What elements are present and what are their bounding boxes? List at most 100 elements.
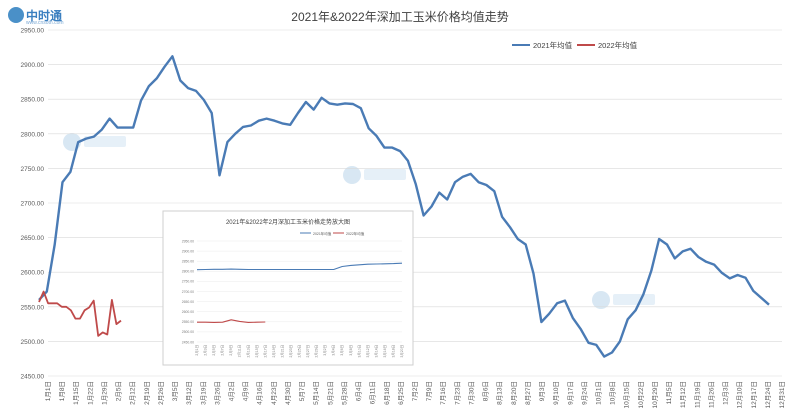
legend: 2021年均值 2022年均值 <box>512 40 638 50</box>
x-tick-label: 12月3日 <box>722 381 730 405</box>
x-tick-label: 1月1日 <box>44 381 52 401</box>
inset-x-tick-label: 3月2日 <box>323 345 327 356</box>
x-tick-label: 1月22日 <box>86 381 94 405</box>
inset-x-tick-label: 3月14日 <box>374 345 378 357</box>
x-tick-label: 11月5日 <box>665 381 673 404</box>
x-tick-label: 6月18日 <box>383 381 391 405</box>
inset-x-tick-label: 2月19日 <box>272 345 276 357</box>
x-tick-label: 12月10日 <box>736 381 744 408</box>
inset-x-axis-ticks: 2月1日 2月3日 2月5日 2月7日 2月9日 2月11日 2月13日 2月15日 2月17日… <box>195 345 404 357</box>
x-tick-label: 2月12日 <box>129 381 137 405</box>
brand-mark-icon <box>8 7 24 23</box>
x-tick-label: 4月23日 <box>270 381 278 405</box>
inset-x-tick-label: 3月10日 <box>357 345 361 357</box>
legend-label-2021: 2021年均值 <box>533 40 573 50</box>
inset-legend-label-2022: 2022年均值 <box>346 231 365 236</box>
series-line-2022 <box>38 290 122 337</box>
inset-x-tick-label: 2月1日 <box>195 345 199 356</box>
x-tick-label: 6月25日 <box>397 381 405 405</box>
x-tick-label: 3月5日 <box>171 381 179 401</box>
x-tick-label: 1月8日 <box>58 381 66 401</box>
series-lines <box>38 55 770 358</box>
x-tick-label: 2月5日 <box>115 381 123 401</box>
inset-legend-label-2021: 2021年均值 <box>313 231 332 236</box>
inset-x-tick-label: 2月9日 <box>229 345 233 356</box>
x-tick-label: 10月29日 <box>651 381 659 408</box>
y-tick-label: 2800.00 <box>21 131 45 138</box>
inset-series-lines <box>196 262 403 323</box>
x-tick-label: 11月12日 <box>679 381 687 408</box>
y-tick-label: 2750.00 <box>21 166 45 173</box>
watermark-mark-icon <box>343 166 361 184</box>
y-tick-label: 2950.00 <box>21 28 45 35</box>
x-tick-label: 9月3日 <box>538 381 546 401</box>
inset-y-tick-label: 2900.00 <box>182 249 194 253</box>
x-tick-label: 10月15日 <box>623 381 631 408</box>
brand-logo: 中时通 www.cnsotn.com <box>8 7 66 26</box>
x-tick-label: 3月19日 <box>199 381 207 405</box>
y-tick-label: 2850.00 <box>21 97 45 104</box>
x-tick-label: 5月28日 <box>340 381 348 405</box>
x-tick-label: 8月27日 <box>524 381 532 405</box>
x-tick-label: 8月6日 <box>482 381 490 401</box>
inset-series-line-2022 <box>197 319 266 323</box>
x-tick-label: 4月9日 <box>242 381 250 401</box>
inset-x-tick-label: 3月8日 <box>349 345 353 356</box>
inset-x-tick-label: 2月15日 <box>255 345 259 357</box>
inset-frame <box>162 210 414 366</box>
inset-x-tick-label: 2月11日 <box>238 345 242 357</box>
x-tick-label: 5月14日 <box>312 381 320 405</box>
y-tick-label: 2900.00 <box>21 62 45 69</box>
inset-x-tick-label: 2月27日 <box>306 345 310 357</box>
inset-x-tick-label: 2月21日 <box>280 345 284 357</box>
x-axis-ticks: 1月1日 1月8日 1月15日 1月22日 1月29日 2月5日 2月12日 2月19日 2月2… <box>44 381 786 408</box>
x-tick-label: 8月20日 <box>510 381 518 405</box>
inset-x-tick-label: 3月6日 <box>340 345 344 356</box>
legend-label-2022: 2022年均值 <box>598 40 638 50</box>
y-tick-label: 2500.00 <box>21 339 45 346</box>
inset-y-tick-label: 2650.00 <box>182 300 194 304</box>
x-tick-label: 6月11日 <box>369 381 377 404</box>
inset-y-tick-label: 2600.00 <box>182 310 194 314</box>
inset-x-tick-label: 3月20日 <box>400 345 404 357</box>
inset-y-tick-label: 2500.00 <box>182 330 194 334</box>
x-tick-label: 6月4日 <box>355 381 363 401</box>
grid-lines <box>48 29 782 377</box>
series-line-2021 <box>38 55 770 358</box>
x-tick-label: 12月31日 <box>778 381 786 408</box>
x-tick-label: 10月1日 <box>595 381 603 405</box>
inset-y-tick-label: 2950.00 <box>182 239 194 243</box>
inset-y-tick-label: 2450.00 <box>182 340 194 344</box>
x-tick-label: 8月13日 <box>496 381 504 405</box>
inset-title: 2021年&2022年2月深加工玉米价格走势放大图 <box>226 218 350 226</box>
inset-x-tick-label: 2月29日 <box>315 345 319 357</box>
inset-grid-lines <box>197 240 402 343</box>
inset-x-tick-label: 2月13日 <box>246 345 250 357</box>
inset-x-tick-label: 2月3日 <box>204 345 208 356</box>
inset-chart: 2021年&2022年2月深加工玉米价格走势放大图 2021年均值 2022年均… <box>162 210 414 366</box>
inset-y-axis-ticks: 2950.00 2900.00 2850.00 2800.00 2750.00 2700.… <box>182 239 194 344</box>
x-tick-label: 7月9日 <box>425 381 433 401</box>
inset-y-tick-label: 2850.00 <box>182 260 194 264</box>
x-tick-label: 3月12日 <box>185 381 193 405</box>
inset-x-tick-label: 2月25日 <box>298 345 302 357</box>
x-tick-label: 2月26日 <box>157 381 165 405</box>
inset-x-tick-label: 2月5日 <box>212 345 216 356</box>
x-tick-label: 9月10日 <box>552 381 560 405</box>
inset-series-line-2021 <box>196 262 403 271</box>
y-axis-ticks: 2450.00 2500.00 2550.00 2600.00 2650.00 2700.… <box>21 28 45 381</box>
brand-logo-text: 中时通 <box>26 9 63 23</box>
inset-legend: 2021年均值 2022年均值 <box>300 231 365 236</box>
y-tick-label: 2700.00 <box>21 201 45 208</box>
x-tick-label: 12月24日 <box>764 381 772 408</box>
brand-logo-subtext: www.cnsotn.com <box>26 20 64 26</box>
x-tick-label: 5月21日 <box>326 381 334 405</box>
y-tick-label: 2450.00 <box>21 374 45 381</box>
y-tick-label: 2550.00 <box>21 304 45 311</box>
inset-x-tick-label: 3月4日 <box>332 345 336 356</box>
chart-title: 2021年&2022年深加工玉米价格均值走势 <box>291 9 508 24</box>
x-tick-label: 7月2日 <box>411 381 419 401</box>
inset-x-tick-label: 2月17日 <box>263 345 267 357</box>
